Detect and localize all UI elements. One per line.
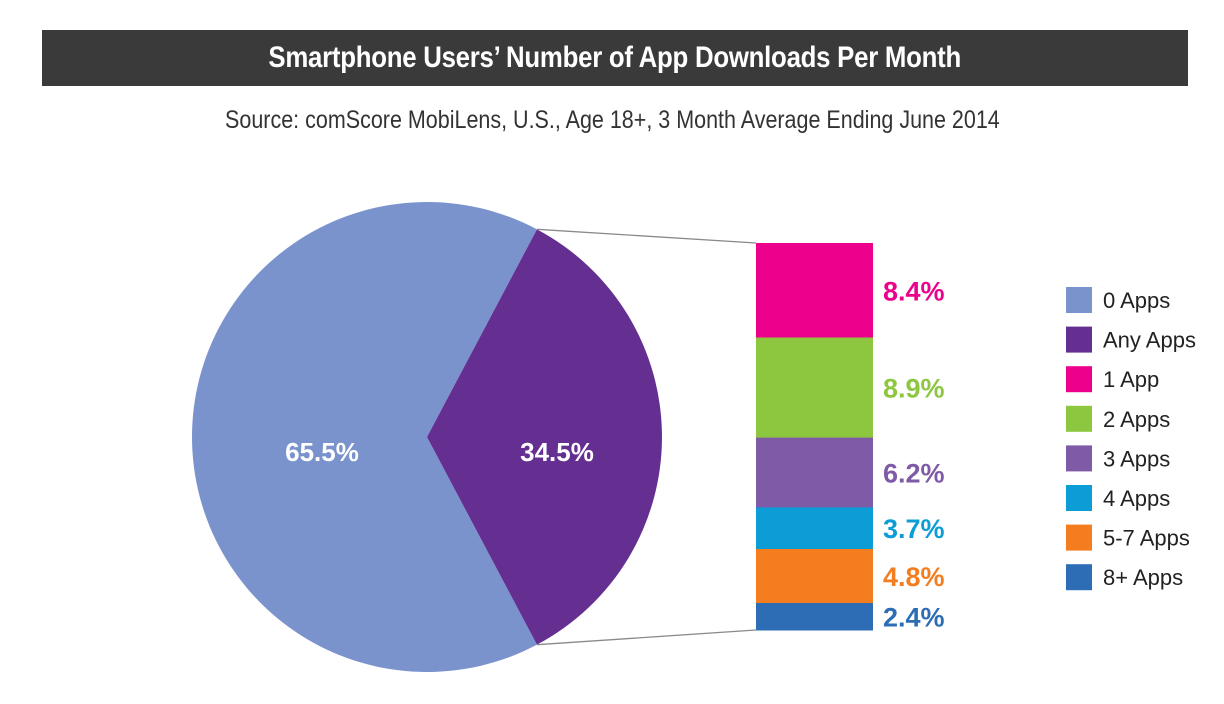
bar-label-5-7-apps: 4.8% bbox=[883, 562, 945, 592]
legend-swatch-4-apps bbox=[1066, 485, 1092, 511]
legend-label-4-apps: 4 Apps bbox=[1103, 486, 1170, 511]
legend-label-1-app: 1 App bbox=[1103, 367, 1159, 392]
legend-label-3-apps: 3 Apps bbox=[1103, 446, 1170, 471]
bar-segment-1-app bbox=[756, 243, 873, 338]
pie-label-0-apps: 65.5% bbox=[285, 437, 359, 467]
bar-segment-3-apps bbox=[756, 437, 873, 508]
bar-segment-5-7-apps bbox=[756, 549, 873, 604]
legend: 0 Apps Any Apps 1 App 2 Apps 3 Apps 4 Apps 5-7… bbox=[1066, 287, 1196, 591]
pie-slice-any-apps bbox=[427, 229, 662, 645]
chart-subtitle: Source: comScore MobiLens, U.S., Age 18+… bbox=[224, 106, 1000, 134]
bar-label-3-apps: 6.2% bbox=[883, 459, 945, 489]
legend-label-5-7-apps: 5-7 Apps bbox=[1103, 526, 1190, 551]
legend-swatch-5-7-apps bbox=[1066, 524, 1092, 551]
bar-label-4-apps: 3.7% bbox=[883, 514, 945, 544]
bar-label-8-apps: 2.4% bbox=[883, 603, 945, 633]
pie-layer: 65.5% 34.5% bbox=[191, 201, 662, 672]
legend-label-any-apps: Any Apps bbox=[1103, 328, 1196, 353]
chart-subtitle-wrap: Source: comScore MobiLens, U.S., Age 18+… bbox=[0, 106, 1224, 135]
legend-swatch-any-apps bbox=[1066, 326, 1092, 353]
bar-segment-4-apps bbox=[756, 507, 873, 550]
bar-layer: 8.4% 8.9% 6.2% 3.7% 4.8% 2.4% bbox=[756, 243, 945, 633]
pie-label-any-apps: 34.5% bbox=[520, 437, 594, 467]
legend-swatch-0-apps bbox=[1066, 287, 1092, 313]
connector-line-top bbox=[536, 228, 757, 244]
bar-label-1-app: 8.4% bbox=[883, 276, 945, 306]
legend-label-2-apps: 2 Apps bbox=[1103, 407, 1170, 432]
connector-line-bottom bbox=[536, 629, 757, 646]
connector-layer bbox=[536, 228, 757, 646]
bar-segment-2-apps bbox=[756, 337, 873, 439]
legend-label-8-apps: 8+ Apps bbox=[1103, 565, 1183, 590]
bar-segment-8-apps bbox=[756, 603, 873, 631]
legend-swatch-3-apps bbox=[1066, 445, 1092, 472]
legend-label-0-apps: 0 Apps bbox=[1103, 288, 1170, 313]
legend-swatch-1-app bbox=[1066, 366, 1092, 393]
title-bar: Smartphone Users’ Number of App Download… bbox=[42, 30, 1188, 86]
pie-slice-0-apps bbox=[191, 201, 537, 672]
chart-title: Smartphone Users’ Number of App Download… bbox=[268, 41, 962, 74]
bar-label-2-apps: 8.9% bbox=[883, 374, 945, 404]
legend-swatch-2-apps bbox=[1066, 405, 1092, 432]
legend-swatch-8-apps bbox=[1066, 564, 1092, 591]
